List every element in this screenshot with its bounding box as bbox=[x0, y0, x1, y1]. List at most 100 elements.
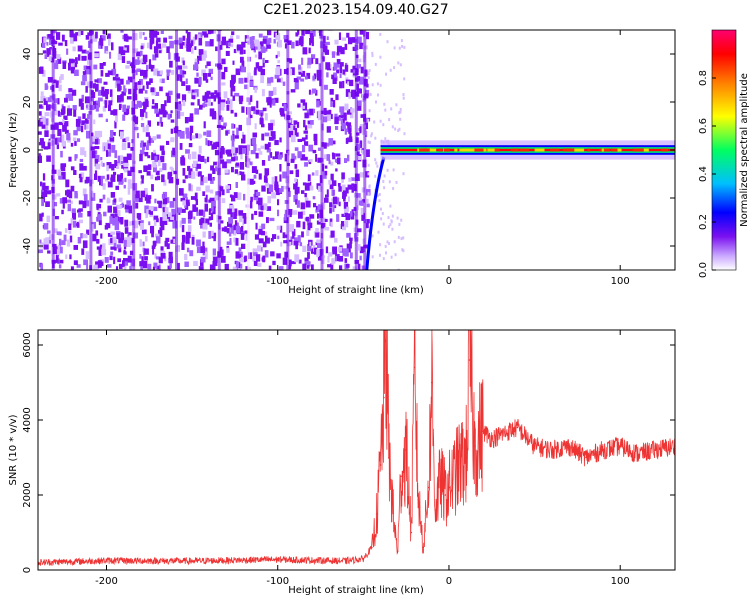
noise-cell bbox=[341, 37, 347, 41]
noise-cell bbox=[255, 192, 261, 196]
noise-cell bbox=[73, 260, 78, 265]
noise-cell bbox=[166, 140, 170, 145]
noise-cell bbox=[211, 112, 217, 120]
noise-cell bbox=[156, 111, 160, 117]
noise-cell bbox=[120, 221, 124, 225]
noise-cell bbox=[191, 47, 194, 54]
noise-cell bbox=[38, 111, 42, 116]
noise-cell bbox=[304, 197, 309, 204]
noise-cell bbox=[228, 43, 234, 48]
noise-cell bbox=[265, 182, 270, 187]
noise-cell bbox=[204, 251, 208, 260]
carrier-spot bbox=[427, 148, 437, 152]
noise-cell bbox=[40, 91, 44, 96]
noise-cell bbox=[134, 104, 138, 109]
noise-cell bbox=[78, 200, 83, 205]
noise-cell bbox=[237, 266, 241, 270]
noise-cell bbox=[302, 47, 308, 55]
noise-cell bbox=[127, 234, 130, 238]
noise-cell bbox=[249, 114, 253, 119]
noise-cell bbox=[238, 146, 243, 155]
colorbar-label: Normalized spectral amplitude bbox=[739, 73, 750, 227]
noise-cell bbox=[347, 154, 350, 162]
noise-cell bbox=[268, 123, 274, 131]
noise-cell bbox=[185, 149, 190, 154]
noise-cell bbox=[253, 174, 257, 179]
noise-cell bbox=[210, 212, 214, 220]
noise-cell bbox=[202, 191, 206, 196]
noise-cell bbox=[116, 77, 120, 82]
noise-cell bbox=[311, 54, 316, 60]
noise-cell bbox=[251, 166, 257, 173]
noise-cell bbox=[136, 68, 141, 72]
noise-cell bbox=[365, 219, 370, 224]
noise-cell bbox=[68, 88, 73, 93]
noise-cell bbox=[224, 226, 228, 232]
noise-cell bbox=[284, 209, 288, 215]
noise-cell bbox=[142, 102, 145, 106]
noise-cell bbox=[95, 230, 99, 236]
noise-cell bbox=[182, 41, 187, 46]
noise-cell bbox=[160, 155, 165, 163]
noise-cell bbox=[275, 54, 278, 59]
noise-cell bbox=[214, 195, 219, 201]
noise-cell bbox=[82, 233, 88, 239]
carrier-spot bbox=[574, 148, 585, 152]
noise-cell bbox=[100, 157, 103, 161]
noise-cell bbox=[323, 107, 327, 115]
noise-cell bbox=[310, 186, 313, 191]
faint-cell bbox=[397, 235, 400, 239]
noise-cell bbox=[192, 204, 197, 212]
noise-cell bbox=[117, 258, 121, 263]
noise-cell bbox=[150, 36, 155, 44]
noise-cell bbox=[235, 225, 240, 234]
noise-cell bbox=[73, 109, 77, 117]
noise-cell bbox=[209, 108, 215, 117]
noise-cell bbox=[173, 53, 176, 61]
noise-cell bbox=[107, 139, 110, 147]
noise-cell bbox=[118, 197, 123, 202]
noise-cell bbox=[290, 236, 293, 243]
noise-cell bbox=[306, 230, 310, 236]
noise-cell bbox=[233, 156, 238, 161]
noise-cell bbox=[116, 232, 121, 240]
noise-cell bbox=[325, 41, 330, 45]
noise-cell bbox=[293, 120, 298, 125]
noise-cell bbox=[197, 154, 201, 162]
noise-cell bbox=[120, 93, 124, 102]
noise-cell bbox=[182, 70, 187, 75]
y-tick-label: 0 bbox=[22, 567, 33, 573]
noise-cell bbox=[193, 64, 198, 71]
colorbar-tick-label: 0.0 bbox=[698, 262, 709, 278]
noise-cell bbox=[308, 222, 313, 229]
noise-cell bbox=[77, 237, 82, 244]
noise-cell bbox=[366, 70, 370, 76]
noise-cell bbox=[292, 231, 295, 239]
noise-cell bbox=[339, 81, 342, 89]
noise-cell bbox=[275, 32, 281, 41]
noise-cell bbox=[205, 185, 210, 193]
noise-cell bbox=[297, 30, 300, 35]
noise-cell bbox=[270, 131, 276, 137]
noise-cell bbox=[214, 90, 218, 94]
noise-cell bbox=[108, 104, 111, 112]
noise-cell bbox=[81, 55, 87, 61]
noise-cell bbox=[200, 259, 204, 266]
noise-cell bbox=[191, 237, 195, 245]
snr-point bbox=[379, 464, 382, 466]
noise-cell bbox=[227, 97, 230, 105]
noise-cell bbox=[50, 30, 53, 37]
noise-cell bbox=[236, 253, 242, 258]
noise-cell bbox=[198, 171, 202, 176]
noise-cell bbox=[156, 265, 160, 270]
noise-cell bbox=[58, 175, 63, 180]
noise-cell bbox=[249, 161, 253, 166]
noise-cell bbox=[171, 208, 176, 215]
faint-cell bbox=[368, 109, 371, 113]
noise-cell bbox=[254, 234, 259, 240]
noise-cell bbox=[279, 164, 282, 172]
noise-cell bbox=[347, 184, 352, 190]
faint-cell bbox=[386, 40, 389, 44]
noise-cell bbox=[143, 108, 146, 113]
